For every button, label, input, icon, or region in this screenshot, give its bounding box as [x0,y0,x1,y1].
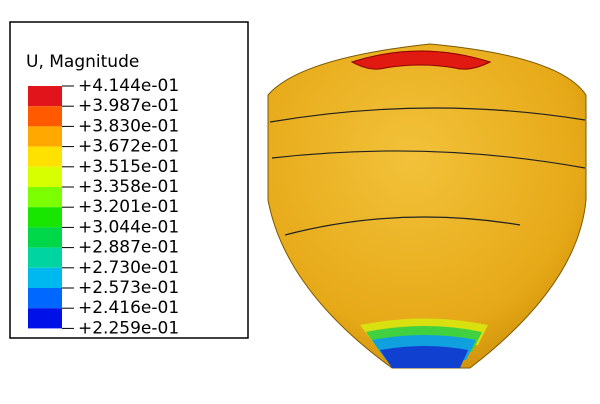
color-swatch [28,86,62,107]
color-swatch [28,146,62,167]
color-swatch [28,288,62,309]
bottom-band [380,346,468,368]
color-swatch [28,267,62,288]
legend-label: +2.730e-01 [78,258,179,278]
legend-label: +3.515e-01 [78,157,179,177]
model-body [267,43,587,369]
legend-label: +3.358e-01 [78,177,179,197]
color-swatch [28,106,62,127]
legend-labels: +4.144e-01+3.987e-01+3.830e-01+3.672e-01… [62,76,179,338]
legend-label: +2.573e-01 [78,278,179,298]
color-swatch [28,227,62,248]
legend-label: +2.416e-01 [78,298,179,318]
color-swatch [28,187,62,208]
legend-label: +3.201e-01 [78,197,179,217]
color-swatch [28,126,62,147]
legend-title: U, Magnitude [26,52,139,72]
legend-label: +3.672e-01 [78,137,179,157]
color-swatch [28,166,62,187]
legend-label: +2.887e-01 [78,238,179,258]
seam [269,107,586,123]
legend-label: +3.044e-01 [78,217,179,237]
top-cap [350,50,492,70]
color-swatch [28,247,62,268]
legend-label: +3.830e-01 [78,116,179,136]
color-scale [28,86,62,329]
legend-label: +3.987e-01 [78,96,179,116]
legend-label: +4.144e-01 [78,76,179,96]
legend: U, Magnitude +4.144e-01+3.987e-01+3.830e… [9,21,249,339]
model [267,43,587,369]
legend-label: +2.259e-01 [78,318,179,338]
color-swatch [28,207,62,228]
seam [271,150,586,169]
color-swatch [28,308,62,329]
seam [284,216,521,236]
